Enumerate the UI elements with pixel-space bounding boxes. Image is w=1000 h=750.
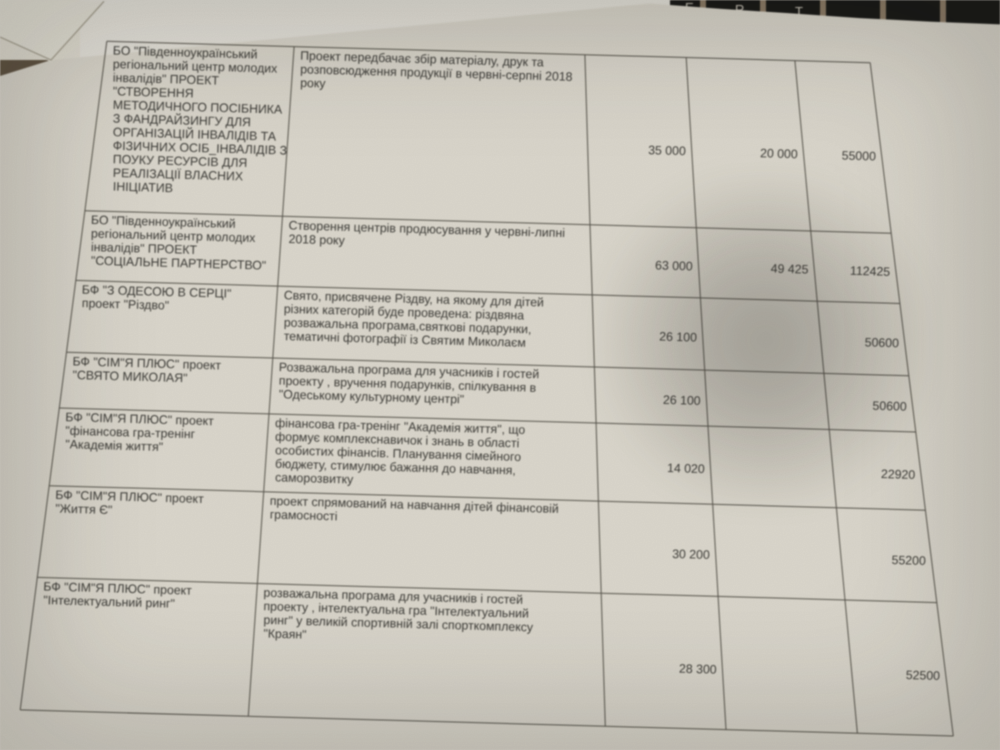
svg-text:50600: 50600 bbox=[865, 335, 900, 350]
svg-text:26 100: 26 100 bbox=[659, 330, 697, 345]
svg-text:"Інтелектуальний ринг": "Інтелектуальний ринг" bbox=[43, 593, 175, 611]
svg-text:грамосності: грамосності bbox=[270, 508, 338, 524]
svg-text:26 100: 26 100 bbox=[663, 393, 701, 408]
svg-text:49 425: 49 425 bbox=[771, 262, 809, 277]
svg-text:35 000: 35 000 bbox=[648, 143, 686, 158]
svg-text:ІНІЦІАТИВ: ІНІЦІАТИВ bbox=[113, 180, 173, 196]
svg-text:50600: 50600 bbox=[872, 399, 907, 414]
svg-text:112425: 112425 bbox=[850, 264, 891, 279]
svg-text:30 200: 30 200 bbox=[672, 547, 710, 562]
svg-text:14 020: 14 020 bbox=[667, 461, 705, 476]
svg-text:"Краян": "Краян" bbox=[263, 627, 306, 642]
svg-text:року: року bbox=[300, 76, 327, 91]
svg-text:проект "Різдво": проект "Різдво" bbox=[82, 296, 170, 312]
svg-text:"Життя Є": "Життя Є" bbox=[55, 502, 113, 518]
svg-text:20 000: 20 000 bbox=[760, 146, 798, 161]
svg-text:22920: 22920 bbox=[881, 467, 916, 482]
svg-text:"СОЦІАЛЬНЕ ПАРТНЕРСТВО": "СОЦІАЛЬНЕ ПАРТНЕРСТВО" bbox=[91, 254, 267, 273]
svg-text:52500: 52500 bbox=[906, 668, 941, 683]
svg-text:63 000: 63 000 bbox=[655, 258, 693, 273]
svg-text:"Академія життя": "Академія життя" bbox=[65, 437, 163, 454]
svg-text:саморозвитку: саморозвитку bbox=[275, 470, 354, 486]
svg-text:"СВЯТО МИКОЛАЯ": "СВЯТО МИКОЛАЯ" bbox=[72, 368, 187, 385]
svg-text:2018 року: 2018 року bbox=[288, 232, 345, 248]
svg-text:55000: 55000 bbox=[842, 149, 877, 164]
svg-text:55200: 55200 bbox=[891, 553, 926, 568]
svg-text:28 300: 28 300 bbox=[679, 662, 717, 677]
